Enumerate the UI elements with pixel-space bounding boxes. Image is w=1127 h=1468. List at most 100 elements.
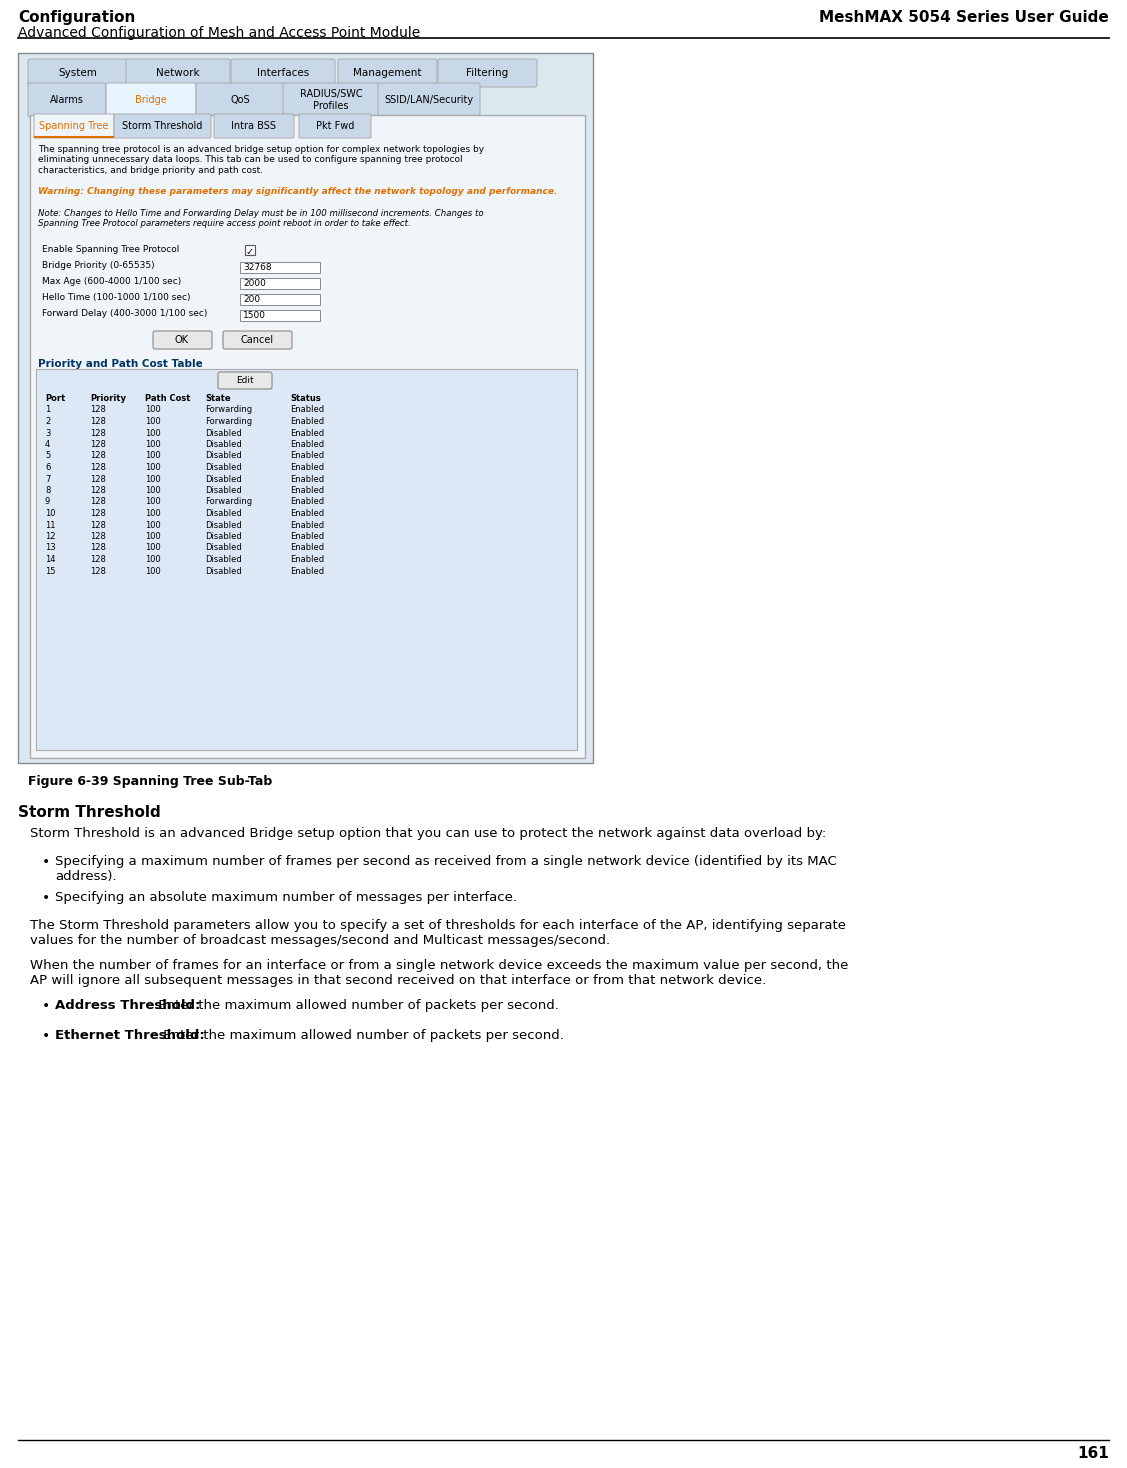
Text: 128: 128 [90,509,106,518]
Text: Enable Spanning Tree Protocol: Enable Spanning Tree Protocol [42,245,179,254]
Text: Enabled: Enabled [290,452,325,461]
Text: Disabled: Disabled [205,429,242,437]
Text: Disabled: Disabled [205,486,242,495]
Bar [245,245,255,255]
Bar [240,277,320,289]
Text: Hello Time (100-1000 1/100 sec): Hello Time (100-1000 1/100 sec) [42,294,190,302]
Text: 100: 100 [145,531,161,542]
Text: The Storm Threshold parameters allow you to specify a set of thresholds for each: The Storm Threshold parameters allow you… [30,919,846,947]
FancyBboxPatch shape [231,59,335,87]
Text: Edit: Edit [237,376,254,385]
Text: Disabled: Disabled [205,531,242,542]
Text: 128: 128 [90,555,106,564]
Text: 128: 128 [90,521,106,530]
Text: Enabled: Enabled [290,440,325,449]
Text: 128: 128 [90,452,106,461]
FancyBboxPatch shape [126,59,230,87]
FancyBboxPatch shape [378,84,480,117]
Text: 2: 2 [45,417,51,426]
Bar [240,294,320,305]
Text: 128: 128 [90,498,106,506]
Text: Enabled: Enabled [290,417,325,426]
FancyBboxPatch shape [36,368,577,750]
Text: Disabled: Disabled [205,440,242,449]
Text: State: State [205,393,231,404]
Text: 100: 100 [145,567,161,575]
Text: 100: 100 [145,462,161,473]
Text: 15: 15 [45,567,55,575]
Text: Alarms: Alarms [50,95,83,106]
Text: 100: 100 [145,486,161,495]
Text: 32768: 32768 [243,263,272,272]
Text: Port: Port [45,393,65,404]
Text: Enabled: Enabled [290,429,325,437]
Text: 128: 128 [90,474,106,483]
Text: Forward Delay (400-3000 1/100 sec): Forward Delay (400-3000 1/100 sec) [42,308,207,319]
FancyBboxPatch shape [214,115,294,138]
Text: 100: 100 [145,440,161,449]
Text: Bridge Priority (0-65535): Bridge Priority (0-65535) [42,261,154,270]
Text: Storm Threshold: Storm Threshold [123,120,203,131]
Text: 13: 13 [45,543,55,552]
Text: 4: 4 [45,440,51,449]
Text: Disabled: Disabled [205,509,242,518]
Text: The spanning tree protocol is an advanced bridge setup option for complex networ: The spanning tree protocol is an advance… [38,145,485,175]
Text: 5: 5 [45,452,51,461]
FancyBboxPatch shape [283,84,379,117]
Text: 7: 7 [45,474,51,483]
Text: System: System [59,68,97,78]
FancyBboxPatch shape [338,59,437,87]
Text: 100: 100 [145,417,161,426]
Text: Ethernet Threshold:: Ethernet Threshold: [55,1029,205,1042]
Text: Enabled: Enabled [290,543,325,552]
FancyBboxPatch shape [34,115,114,138]
Text: 128: 128 [90,440,106,449]
Text: 100: 100 [145,509,161,518]
Text: 2000: 2000 [243,279,266,288]
Text: Enabled: Enabled [290,405,325,414]
Text: Figure 6-39 Spanning Tree Sub-Tab: Figure 6-39 Spanning Tree Sub-Tab [28,775,273,788]
Text: Enabled: Enabled [290,509,325,518]
Text: Priority: Priority [90,393,126,404]
Text: OK: OK [175,335,189,345]
Text: 128: 128 [90,567,106,575]
Text: Status: Status [290,393,321,404]
Text: 100: 100 [145,452,161,461]
Text: Enabled: Enabled [290,555,325,564]
Text: •: • [42,1029,51,1042]
Text: Enter the maximum allowed number of packets per second.: Enter the maximum allowed number of pack… [160,1029,565,1042]
Text: Max Age (600-4000 1/100 sec): Max Age (600-4000 1/100 sec) [42,277,181,286]
Text: •: • [42,854,51,869]
FancyBboxPatch shape [218,371,272,389]
FancyBboxPatch shape [299,115,371,138]
Text: Storm Threshold: Storm Threshold [18,804,161,821]
Text: Disabled: Disabled [205,567,242,575]
Text: Forwarding: Forwarding [205,417,252,426]
Text: Specifying a maximum number of frames per second as received from a single netwo: Specifying a maximum number of frames pe… [55,854,836,882]
Text: Interfaces: Interfaces [257,68,309,78]
Text: 100: 100 [145,405,161,414]
Text: SSID/LAN/Security: SSID/LAN/Security [384,95,473,106]
Text: Path Cost: Path Cost [145,393,190,404]
FancyBboxPatch shape [114,115,211,138]
Text: Forwarding: Forwarding [205,405,252,414]
Text: Enabled: Enabled [290,486,325,495]
Text: 128: 128 [90,462,106,473]
Text: 128: 128 [90,417,106,426]
Text: Disabled: Disabled [205,543,242,552]
Text: Warning: Changing these parameters may significantly affect the network topology: Warning: Changing these parameters may s… [38,186,558,197]
Text: 100: 100 [145,555,161,564]
Bar [240,310,320,321]
Text: 8: 8 [45,486,51,495]
Text: Pkt Fwd: Pkt Fwd [316,120,354,131]
Text: Enabled: Enabled [290,498,325,506]
Text: Specifying an absolute maximum number of messages per interface.: Specifying an absolute maximum number of… [55,891,517,904]
Text: 6: 6 [45,462,51,473]
Text: Storm Threshold is an advanced Bridge setup option that you can use to protect t: Storm Threshold is an advanced Bridge se… [30,826,826,840]
FancyBboxPatch shape [196,84,284,117]
Text: Enabled: Enabled [290,474,325,483]
Text: 9: 9 [45,498,51,506]
Text: 100: 100 [145,429,161,437]
Text: 11: 11 [45,521,55,530]
Text: Disabled: Disabled [205,452,242,461]
